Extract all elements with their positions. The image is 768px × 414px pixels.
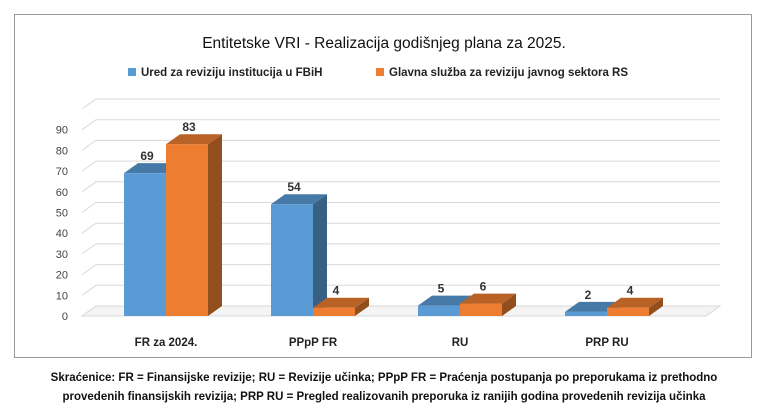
bar-top — [607, 297, 663, 308]
chart-title: Entitetske VRI - Realizacija godišnjeg p… — [202, 35, 566, 52]
bar-front — [460, 303, 502, 316]
footnote-line-2: provedenih finansijskih revizija; PRP RU… — [62, 391, 706, 403]
y-tick-label: 30 — [56, 249, 68, 261]
y-tick-label: 70 — [56, 166, 68, 178]
bar-2-1 — [166, 134, 222, 316]
bar-front — [124, 173, 166, 316]
x-tick-label: PPpP FR — [289, 337, 338, 349]
bar-top — [460, 293, 516, 304]
legend-label-2: Glavna služba za reviziju javnog sektora… — [389, 67, 628, 79]
bar-side — [355, 297, 369, 316]
bar-front — [166, 144, 208, 316]
bar-front — [271, 204, 313, 316]
bar-2-2 — [313, 297, 369, 316]
bar-front — [418, 305, 460, 316]
bar-front — [607, 307, 649, 316]
bar-1-2 — [271, 194, 327, 316]
gridline — [81, 181, 720, 193]
x-tick-label: RU — [452, 337, 469, 349]
data-label: 83 — [182, 120, 196, 134]
bar-top — [271, 194, 327, 205]
data-label: 4 — [627, 284, 634, 298]
bar-2-4 — [607, 297, 663, 316]
gridline — [81, 119, 720, 131]
data-label: 6 — [480, 280, 487, 294]
legend-swatch-1 — [128, 68, 136, 76]
bar-top — [166, 134, 222, 145]
bar-side — [208, 134, 222, 316]
data-label: 69 — [140, 149, 154, 163]
gridline — [81, 243, 720, 255]
data-label: 5 — [438, 282, 445, 296]
gridline — [81, 264, 720, 276]
bar-side — [649, 297, 663, 316]
gridline — [81, 98, 720, 110]
footnote-line-1: Skraćenice: FR = Finansijske revizije; R… — [50, 372, 718, 384]
y-tick-label: 50 — [56, 208, 68, 220]
data-label: 2 — [585, 288, 592, 302]
y-tick-label: 90 — [56, 125, 68, 137]
bar-front — [313, 307, 355, 316]
y-tick-label: 40 — [56, 228, 68, 240]
y-tick-label: 10 — [56, 290, 68, 302]
bar-side — [502, 293, 516, 316]
gridline — [81, 139, 720, 151]
y-tick-label: 20 — [56, 270, 68, 282]
bar-front — [565, 311, 607, 316]
gridline — [81, 160, 720, 172]
gridline — [81, 202, 720, 213]
bar-side — [313, 194, 327, 316]
y-tick-label: 80 — [56, 145, 68, 157]
bar-2-3 — [460, 293, 516, 316]
x-tick-label: FR za 2024. — [135, 337, 198, 349]
legend-label-1: Ured za reviziju institucija u FBiH — [141, 67, 322, 79]
x-tick-label: PRP RU — [585, 337, 628, 349]
y-tick-label: 60 — [56, 187, 68, 199]
bar-top — [418, 295, 474, 306]
data-label: 4 — [333, 284, 340, 298]
y-tick-label: 0 — [62, 311, 68, 323]
bar-top — [313, 297, 369, 308]
footnote: Skraćenice: FR = Finansijske revizije; R… — [0, 369, 768, 407]
gridline — [81, 284, 720, 296]
gridline — [81, 222, 720, 234]
data-label: 54 — [287, 180, 301, 194]
legend-swatch-2 — [376, 68, 384, 76]
